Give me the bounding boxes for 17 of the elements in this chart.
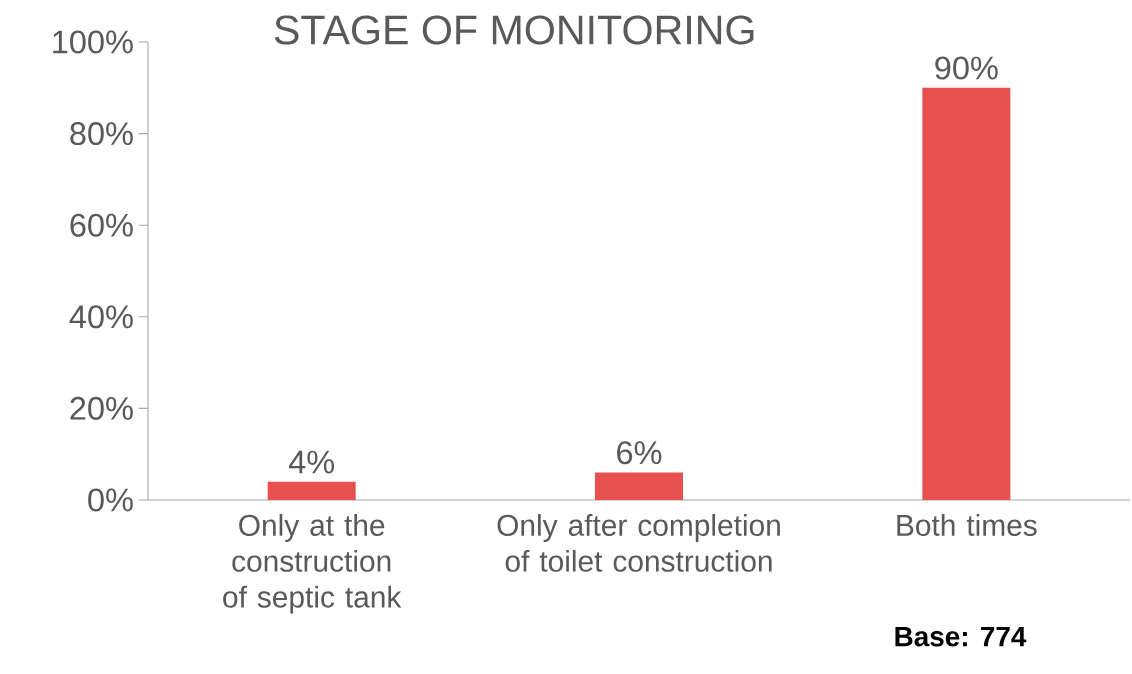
data-label: 6%: [617, 441, 662, 465]
data-label: 90%: [935, 56, 998, 80]
x-tick-label: Both times: [897, 514, 1037, 536]
bar: [595, 472, 684, 500]
data-label: 4%: [288, 450, 335, 474]
y-tick-label: 80%: [70, 122, 133, 146]
chart-title: STAGE OF MONITORING: [274, 15, 754, 45]
y-tick-label: 60%: [70, 213, 133, 237]
y-tick-label: 0%: [88, 488, 133, 512]
y-tick-label: 40%: [69, 305, 133, 329]
x-tick-label: Only at the construction of septic tank: [223, 514, 402, 614]
y-tick-label: 20%: [70, 396, 133, 420]
bar: [267, 481, 356, 500]
text: Base: 774: [895, 626, 1027, 647]
x-tick-label: Only after completion of toilet construction: [497, 514, 780, 572]
y-tick-label: 100%: [53, 30, 133, 54]
bar: [922, 87, 1011, 500]
